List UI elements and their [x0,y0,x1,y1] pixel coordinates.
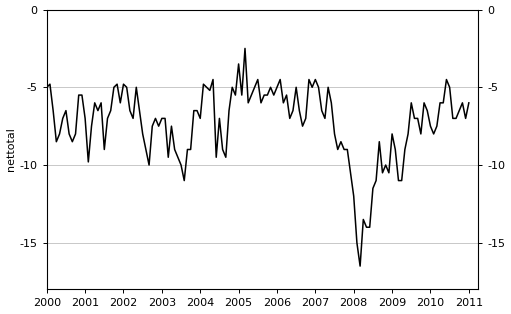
Y-axis label: nettotal: nettotal [6,127,15,171]
